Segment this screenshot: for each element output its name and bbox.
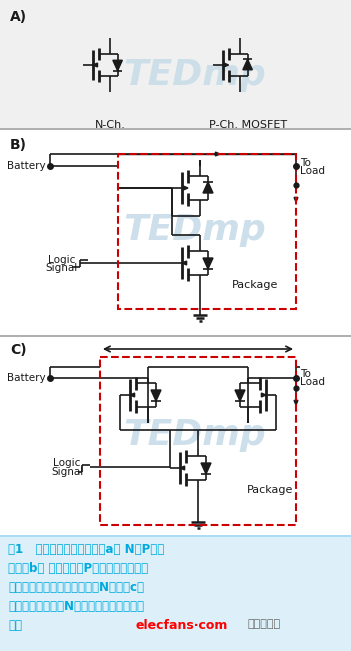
Text: Signal: Signal [51, 467, 83, 477]
Polygon shape [224, 63, 229, 67]
Text: Battery: Battery [7, 373, 46, 383]
Polygon shape [261, 393, 266, 397]
Text: TEDmp: TEDmp [124, 418, 266, 452]
Text: 描述，b） 在高側、由P溝道組成的簡單負: 描述，b） 在高側、由P溝道組成的簡單負 [8, 562, 148, 575]
Text: 載開關與通過邏輯信號驅動的N溝道，c）: 載開關與通過邏輯信號驅動的N溝道，c） [8, 581, 144, 594]
Polygon shape [201, 463, 211, 474]
Polygon shape [294, 197, 298, 202]
Bar [0, 335, 351, 337]
Text: TEDmp: TEDmp [124, 213, 266, 247]
Text: Load: Load [300, 377, 325, 387]
Polygon shape [203, 258, 213, 269]
Bar [0, 0, 351, 130]
Bar [0, 535, 351, 537]
Text: Package: Package [232, 280, 278, 290]
Text: 电子发烧友: 电子发烧友 [248, 619, 281, 629]
Text: Battery: Battery [7, 161, 46, 171]
Bar [100, 357, 296, 525]
Polygon shape [183, 186, 188, 190]
Polygon shape [216, 152, 220, 156]
Polygon shape [235, 390, 245, 401]
Text: 當不啟用時高側雙N溝道提供了二極體電流: 當不啟用時高側雙N溝道提供了二極體電流 [8, 600, 144, 613]
Text: C): C) [10, 343, 27, 357]
Polygon shape [243, 59, 252, 70]
Text: Load: Load [300, 166, 325, 176]
Text: Signal: Signal [46, 263, 78, 273]
Text: B): B) [10, 138, 27, 152]
Polygon shape [113, 61, 122, 71]
Polygon shape [182, 261, 187, 265]
Polygon shape [130, 393, 134, 397]
Polygon shape [203, 182, 213, 193]
Text: Package: Package [247, 485, 293, 495]
Bar [0, 535, 351, 651]
Text: 囱1   傳統負載開關表現顯示a） N和P溝道: 囱1 傳統負載開關表現顯示a） N和P溝道 [8, 543, 164, 556]
Text: P-Ch. MOSFET: P-Ch. MOSFET [209, 120, 287, 130]
Text: N-Ch.: N-Ch. [94, 120, 125, 130]
Polygon shape [151, 390, 161, 401]
Text: 阻斷: 阻斷 [8, 619, 22, 632]
Text: Logic: Logic [53, 458, 81, 468]
Text: elecfans·com: elecfans·com [135, 619, 227, 632]
Polygon shape [93, 63, 98, 67]
Polygon shape [180, 466, 185, 470]
Text: Logic: Logic [48, 255, 76, 265]
Text: TEDmp: TEDmp [124, 58, 266, 92]
Text: To: To [300, 158, 311, 168]
Bar [118, 154, 296, 309]
Text: A): A) [10, 10, 27, 24]
Text: To: To [300, 369, 311, 379]
Bar [0, 128, 351, 130]
Polygon shape [294, 400, 298, 405]
